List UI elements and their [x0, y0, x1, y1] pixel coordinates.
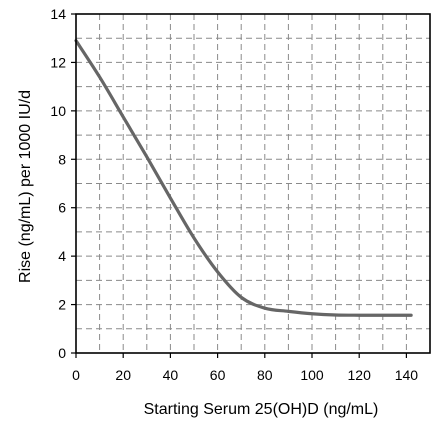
chart-grid: [76, 14, 430, 353]
y-tick-label: 2: [58, 297, 66, 313]
x-tick-label: 100: [300, 367, 324, 383]
y-tick-label: 4: [58, 248, 66, 264]
y-tick-label: 12: [50, 54, 66, 70]
chart-line-layer: [74, 39, 413, 317]
x-tick-label: 0: [72, 367, 80, 383]
x-axis: 0 20 40 60 80 100 120 140: [72, 353, 418, 383]
y-tick-label: 0: [58, 345, 66, 361]
y-tick-label: 8: [58, 151, 66, 167]
series-line-0: [74, 39, 413, 317]
y-tick-label: 10: [50, 103, 66, 119]
y-axis-title: Rise (ng/mL) per 1000 IU/d: [17, 90, 34, 283]
x-tick-label: 20: [115, 367, 131, 383]
y-tick-label: 6: [58, 200, 66, 216]
x-tick-label: 60: [210, 367, 226, 383]
x-axis-title: Starting Serum 25(OH)D (ng/mL): [144, 401, 379, 418]
y-axis: 0 2 4 6 8 10 12 14: [50, 6, 76, 361]
x-tick-label: 140: [395, 367, 419, 383]
x-tick-label: 40: [163, 367, 179, 383]
x-tick-label: 80: [257, 367, 273, 383]
y-tick-label: 14: [50, 6, 66, 22]
x-tick-label: 120: [348, 367, 372, 383]
plot-frame: [75, 13, 431, 354]
